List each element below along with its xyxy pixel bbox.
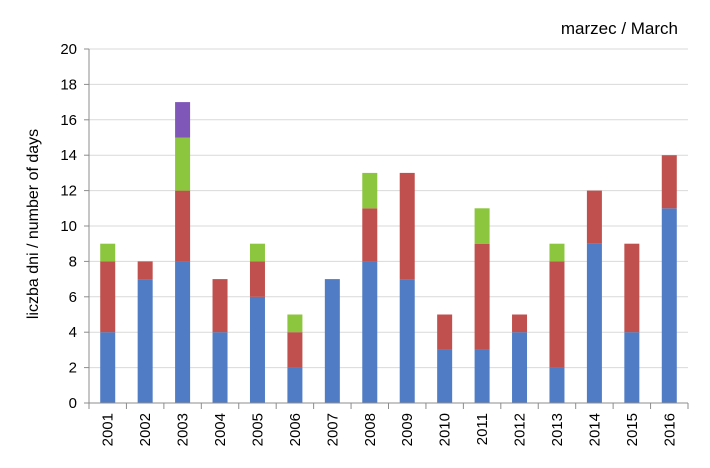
bar-segment-2011-s3 bbox=[474, 208, 490, 244]
y-tick-label: 12 bbox=[60, 183, 77, 200]
bar-segment-2014-s2 bbox=[586, 190, 602, 244]
bar-segment-2005-s3 bbox=[249, 243, 265, 262]
y-tick-label: 4 bbox=[69, 324, 77, 341]
bar-segment-2014-s1 bbox=[586, 243, 602, 403]
x-tick-label: 2007 bbox=[324, 413, 341, 446]
bar-segment-2004-s1 bbox=[212, 332, 228, 403]
y-axis-title: liczba dni / number of days bbox=[25, 129, 42, 319]
bar-segment-2008-s3 bbox=[362, 172, 378, 209]
x-tick-label: 2004 bbox=[212, 413, 229, 446]
bar-segment-2016-s2 bbox=[661, 155, 677, 209]
bar-segment-2005-s1 bbox=[249, 296, 265, 403]
bar-segment-2010-s2 bbox=[437, 314, 453, 350]
bar-segment-2015-s2 bbox=[624, 243, 640, 333]
x-tick-label: 2005 bbox=[249, 413, 266, 446]
x-tick-labels: 2001 2002 2003 2004 2005 2006 2007 2008 2009 2010… bbox=[100, 413, 679, 446]
bar-segment-2011-s1 bbox=[474, 349, 490, 403]
bar-segment-2004-s2 bbox=[212, 279, 228, 333]
x-tick-label: 2013 bbox=[549, 413, 566, 446]
bar-segment-2001-s1 bbox=[100, 332, 116, 403]
x-tick-label: 2009 bbox=[399, 413, 416, 446]
bar-segment-2003-s4 bbox=[175, 102, 191, 138]
bar-segment-2007-s1 bbox=[324, 279, 340, 403]
axes bbox=[84, 48, 689, 409]
x-tick-label: 2016 bbox=[661, 413, 678, 446]
x-tick-label: 2010 bbox=[437, 413, 454, 446]
bars bbox=[100, 102, 677, 403]
y-tick-label: 6 bbox=[69, 289, 77, 306]
x-tick-label: 2015 bbox=[624, 413, 641, 446]
bar-segment-2011-s2 bbox=[474, 243, 490, 350]
bar-segment-2006-s3 bbox=[287, 314, 303, 333]
bar-segment-2002-s2 bbox=[137, 261, 153, 280]
bar-segment-2016-s1 bbox=[661, 208, 677, 403]
y-tick-label: 0 bbox=[69, 395, 77, 412]
x-tick-label: 2008 bbox=[362, 413, 379, 446]
bar-segment-2005-s2 bbox=[249, 261, 265, 297]
bar-segment-2012-s2 bbox=[512, 314, 528, 333]
x-tick-label: 2011 bbox=[474, 413, 491, 445]
bar-segment-2006-s2 bbox=[287, 332, 303, 368]
bar-segment-2001-s3 bbox=[100, 243, 116, 262]
y-tick-label: 8 bbox=[69, 253, 77, 270]
x-tick-label: 2002 bbox=[137, 413, 154, 446]
bar-segment-2012-s1 bbox=[512, 332, 528, 403]
bar-segment-2008-s1 bbox=[362, 261, 378, 403]
bar-segment-2001-s2 bbox=[100, 261, 116, 333]
bar-segment-2009-s2 bbox=[399, 172, 415, 280]
bar-segment-2006-s1 bbox=[287, 367, 303, 403]
bar-segment-2013-s3 bbox=[549, 243, 565, 262]
x-tick-label: 2012 bbox=[512, 413, 529, 446]
y-tick-label: 10 bbox=[60, 218, 77, 235]
x-tick-label: 2001 bbox=[100, 413, 117, 446]
bar-segment-2002-s1 bbox=[137, 279, 153, 403]
bar-segment-2003-s2 bbox=[175, 190, 191, 262]
chart-title: marzec / March bbox=[561, 19, 678, 38]
x-tick-label: 2014 bbox=[586, 413, 603, 446]
x-tick-label: 2003 bbox=[175, 413, 192, 446]
bar-segment-2008-s2 bbox=[362, 208, 378, 262]
y-tick-label: 14 bbox=[60, 147, 77, 164]
bar-segment-2013-s2 bbox=[549, 261, 565, 368]
bar-segment-2003-s3 bbox=[175, 137, 191, 191]
bar-segment-2003-s1 bbox=[175, 261, 191, 403]
y-tick-label: 16 bbox=[60, 112, 77, 129]
y-tick-label: 2 bbox=[69, 360, 77, 377]
x-tick-label: 2006 bbox=[287, 413, 304, 446]
bar-segment-2010-s1 bbox=[437, 349, 453, 403]
y-tick-labels: 0 2 4 6 8 10 12 14 16 18 20 bbox=[60, 41, 77, 412]
y-tick-label: 18 bbox=[60, 76, 77, 93]
bar-segment-2013-s1 bbox=[549, 367, 565, 403]
y-tick-label: 20 bbox=[60, 41, 77, 58]
bar-segment-2009-s1 bbox=[399, 279, 415, 403]
bar-segment-2015-s1 bbox=[624, 332, 640, 403]
